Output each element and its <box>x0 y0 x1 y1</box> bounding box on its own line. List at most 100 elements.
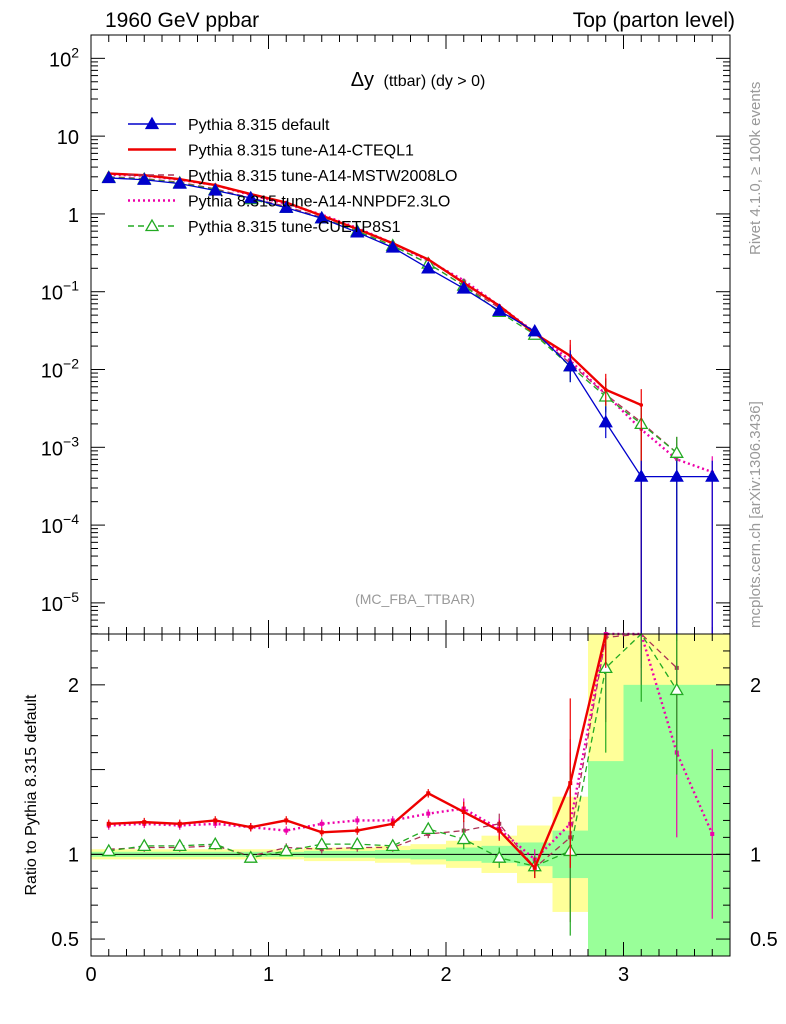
ratio-point <box>426 811 431 816</box>
data-point <box>314 210 329 224</box>
ratio-y-tick-label-right: 0.5 <box>750 929 778 951</box>
ratio-point <box>314 836 329 850</box>
ratio-y-tick-label: 1 <box>68 844 79 866</box>
ratio-point <box>243 850 258 863</box>
main-y-tick-base: 10 <box>41 283 63 305</box>
ratio-point <box>248 825 253 830</box>
data-point <box>137 172 152 185</box>
main-axes <box>90 35 731 635</box>
legend-marker <box>144 218 160 232</box>
ratio-point <box>284 818 289 823</box>
data-point <box>639 403 644 407</box>
data-point <box>279 200 294 213</box>
ratio-point <box>456 831 471 845</box>
main-y-tick-base: 10 <box>41 438 63 460</box>
mcplots-label: mcplots.cern.ch [arXiv:1306.3436] <box>747 401 764 628</box>
main-y-tick-label: 102 <box>49 44 79 71</box>
main-y-tick-exponent: 2 <box>71 44 79 60</box>
ratio-point <box>106 821 111 826</box>
ratio-point <box>532 865 537 870</box>
main-y-tick-label: 10−1 <box>41 278 79 305</box>
main-y-tick-base: 10 <box>41 361 63 383</box>
data-point <box>598 414 613 428</box>
ratio-axes <box>90 634 731 956</box>
ratio-point <box>385 838 400 851</box>
legend-marker <box>144 116 160 130</box>
data-point <box>385 240 400 253</box>
chart-title: Δy (ttbar) (dy > 0) <box>351 69 486 91</box>
data-point <box>350 225 365 238</box>
legend-label: Pythia 8.315 default <box>188 117 330 134</box>
legend: Pythia 8.315 default Pythia 8.315 tune-A1… <box>128 116 457 236</box>
header-right: Top (parton level) <box>573 9 735 32</box>
ratio-series-group <box>101 632 715 936</box>
ratio-point <box>492 850 507 863</box>
ratio-y-tick-label: 2 <box>68 675 79 697</box>
ratio-bands <box>91 634 730 956</box>
main-y-tick-label: 10−5 <box>41 589 79 616</box>
ratio-point <box>421 821 436 835</box>
ratio-y-tick-label-right: 1 <box>750 844 761 866</box>
main-series-group <box>101 170 720 634</box>
legend-label: Pythia 8.315 tune-A14-MSTW2008LO <box>188 168 457 185</box>
ratio-point <box>319 821 324 826</box>
ratio-point <box>497 828 502 833</box>
data-point <box>456 281 471 294</box>
ratio-frame <box>90 633 731 957</box>
main-y-tick-label: 1 <box>68 205 79 227</box>
legend-label: Pythia 8.315 tune-A14-NNPDF2.3LO <box>188 194 450 211</box>
ratio-point <box>279 843 294 857</box>
data-point <box>563 358 578 372</box>
data-point <box>634 469 649 482</box>
legend-label: Pythia 8.315 tune-CUETP8S1 <box>188 219 401 236</box>
data-point <box>421 260 436 274</box>
ratio-point <box>142 820 147 825</box>
data-point <box>101 170 116 184</box>
ratio-point <box>426 791 431 796</box>
data-point <box>669 445 684 458</box>
x-tick-label: 2 <box>440 964 451 986</box>
ratio-y-tick-label: 0.5 <box>51 929 79 951</box>
ratio-point <box>177 821 182 826</box>
series-line <box>108 177 713 478</box>
chart-title-symbol: Δy <box>351 69 374 91</box>
data-point <box>492 303 507 316</box>
ratio-point <box>669 682 684 696</box>
data-point <box>669 469 684 482</box>
main-y-tick-base: 10 <box>49 49 71 71</box>
main-y-tick-exponent: −4 <box>63 511 79 527</box>
series-line <box>108 172 642 407</box>
ratio-line <box>108 632 714 862</box>
main-y-tick-exponent: −2 <box>63 356 79 372</box>
main-y-tick-exponent: −1 <box>63 278 79 294</box>
x-tick-label: 0 <box>85 964 96 986</box>
main-y-tick-base: 10 <box>41 516 63 538</box>
ratio-point <box>355 828 360 833</box>
data-point <box>603 387 608 392</box>
ratio-point <box>284 828 289 833</box>
ratio-point <box>319 830 324 835</box>
main-y-tick-label: 10−4 <box>41 511 79 538</box>
ratio-point <box>568 781 573 786</box>
data-point <box>172 176 187 189</box>
ratio-y-tick-label-right: 2 <box>750 675 761 697</box>
legend-label: Pythia 8.315 tune-A14-CTEQL1 <box>188 143 414 160</box>
ratio-point <box>355 818 360 823</box>
data-point <box>208 183 223 196</box>
ratio-point <box>390 821 395 826</box>
main-y-tick-label: 10 <box>57 127 79 149</box>
ratio-point <box>710 831 715 836</box>
data-point <box>426 257 431 262</box>
main-y-tick-exponent: −5 <box>63 589 79 605</box>
watermark: (MC_FBA_TTBAR) <box>355 591 475 607</box>
data-point <box>243 190 258 204</box>
ratio-point <box>213 818 218 823</box>
band-green <box>588 761 624 956</box>
main-y-tick-label: 10−3 <box>41 433 79 460</box>
rivet-label: Rivet 4.1.0, ≥ 100k events <box>747 82 764 255</box>
ratio-point <box>350 836 365 850</box>
data-point <box>527 323 542 337</box>
main-y-tick-exponent: −3 <box>63 433 79 449</box>
